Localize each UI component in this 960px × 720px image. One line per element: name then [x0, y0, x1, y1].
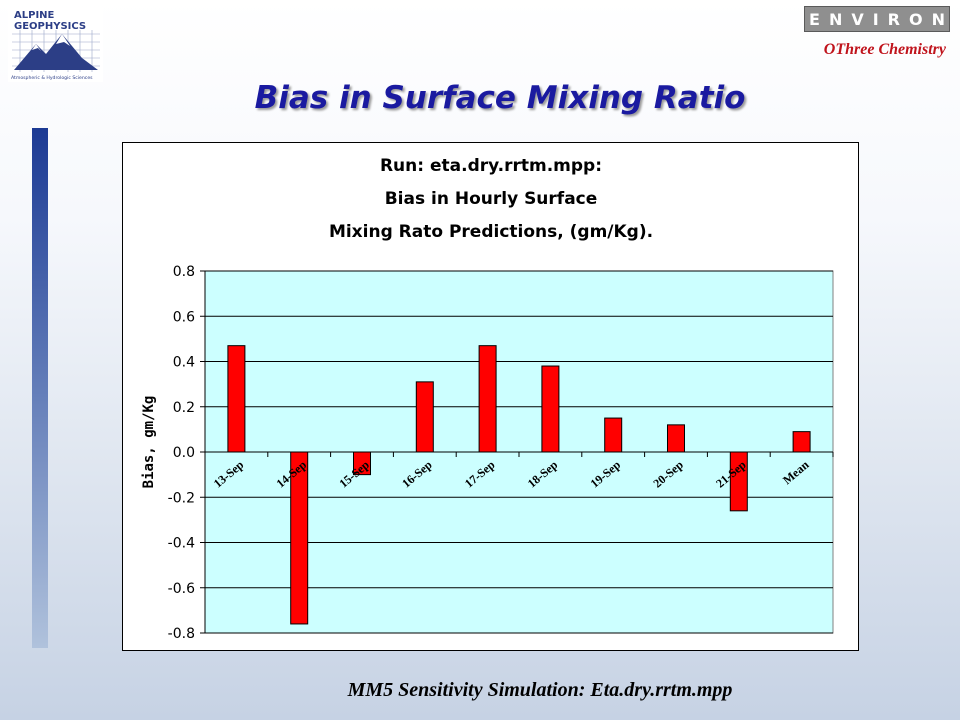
- alpine-geophysics-logo: ALPINE GEOPHYSICS Atmospheric & Hydrolog…: [8, 8, 103, 82]
- logo-line1: ALPINE: [14, 10, 55, 21]
- chart-title-line: Bias in Hourly Surface: [385, 189, 598, 209]
- environ-logo: ENVIRON: [804, 6, 950, 32]
- decorative-side-bar: [32, 128, 48, 648]
- y-axis-label: Bias, gm/Kg: [141, 396, 157, 489]
- y-tick-label: 0.0: [173, 445, 195, 461]
- bar: [227, 345, 246, 453]
- bar: [415, 381, 434, 453]
- slide-title: Bias in Surface Mixing Ratio: [254, 80, 746, 116]
- y-tick-label: -0.4: [168, 536, 195, 552]
- bias-bar-chart: Run: eta.dry.rrtm.mpp: Bias in Hourly Sur…: [141, 156, 834, 642]
- bar: [667, 424, 685, 453]
- y-tick-label: 0.2: [173, 400, 195, 416]
- bar: [478, 345, 497, 453]
- y-tick-label: -0.6: [168, 581, 195, 597]
- environ-label: ENVIRON: [809, 9, 954, 29]
- footer-caption: MM5 Sensitivity Simulation: Eta.dry.rrtm…: [347, 679, 733, 701]
- y-tick-label: 0.4: [173, 355, 195, 371]
- othree-chemistry-label: OThree Chemistry: [823, 41, 946, 58]
- bar: [604, 417, 623, 453]
- chart-title-line: Run: eta.dry.rrtm.mpp:: [380, 156, 602, 176]
- mountain-logo-icon: ALPINE GEOPHYSICS Atmospheric & Hydrolog…: [8, 8, 103, 82]
- y-tick-label: 0.6: [173, 309, 195, 325]
- y-tick-label: 0.8: [173, 264, 195, 280]
- chart-frame: Run: eta.dry.rrtm.mpp: Bias in Hourly Sur…: [122, 142, 859, 651]
- chart-title-line: Mixing Rato Predictions, (gm/Kg).: [329, 222, 653, 242]
- y-tick-label: -0.8: [168, 626, 195, 642]
- y-tick-label: -0.2: [168, 490, 195, 506]
- logo-tagline: Atmospheric & Hydrologic Sciences: [11, 75, 93, 81]
- logo-line2: GEOPHYSICS: [14, 21, 86, 32]
- bar: [541, 365, 560, 453]
- bar: [792, 431, 811, 453]
